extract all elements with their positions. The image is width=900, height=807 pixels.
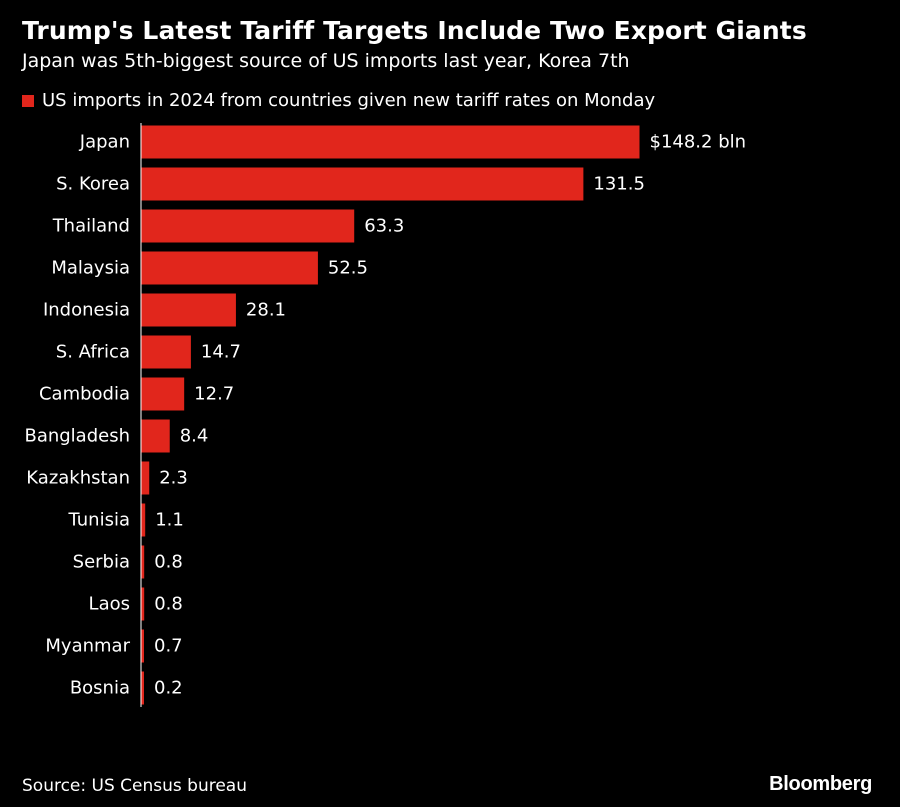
value-label-bosnia: 0.2 <box>154 678 183 699</box>
value-label-tunisia: 1.1 <box>155 510 184 531</box>
legend: US imports in 2024 from countries given … <box>22 90 655 111</box>
chart-title: Trump's Latest Tariff Targets Include Tw… <box>22 16 807 45</box>
bloomberg-logo: Bloomberg <box>769 773 872 795</box>
bar-bosnia <box>141 671 144 705</box>
bar-indonesia <box>141 293 236 327</box>
legend-label: US imports in 2024 from countries given … <box>42 90 656 111</box>
bar-kazakhstan <box>141 461 150 495</box>
value-label-s-africa: 14.7 <box>201 342 241 363</box>
bar-serbia <box>141 545 145 579</box>
value-label-myanmar: 0.7 <box>154 636 183 657</box>
category-label-serbia: Serbia <box>73 552 130 573</box>
category-label-bangladesh: Bangladesh <box>24 426 130 447</box>
value-label-bangladesh: 8.4 <box>180 426 209 447</box>
bar-bangladesh <box>141 419 170 453</box>
bar-laos <box>141 587 145 621</box>
bar-japan <box>141 125 640 159</box>
bar-tunisia <box>141 503 146 537</box>
category-label-malaysia: Malaysia <box>51 258 130 279</box>
chart-subtitle: Japan was 5th-biggest source of US impor… <box>22 50 630 72</box>
value-label-kazakhstan: 2.3 <box>159 468 188 489</box>
value-label-thailand: 63.3 <box>364 216 404 237</box>
bar-s-africa <box>141 335 191 369</box>
value-label-indonesia: 28.1 <box>246 300 286 321</box>
bar-s-korea <box>141 167 584 201</box>
category-label-japan: Japan <box>79 132 130 153</box>
bar-thailand <box>141 209 355 243</box>
category-label-laos: Laos <box>89 594 130 615</box>
category-label-thailand: Thailand <box>52 216 130 237</box>
category-label-tunisia: Tunisia <box>68 510 131 531</box>
legend-swatch <box>22 94 34 107</box>
category-label-myanmar: Myanmar <box>45 636 130 657</box>
value-label-serbia: 0.8 <box>154 552 183 573</box>
value-label-japan: $148.2 bln <box>650 132 747 153</box>
value-label-laos: 0.8 <box>154 594 183 615</box>
category-label-cambodia: Cambodia <box>39 384 130 405</box>
category-label-bosnia: Bosnia <box>70 678 130 699</box>
value-label-cambodia: 12.7 <box>194 384 234 405</box>
category-label-kazakhstan: Kazakhstan <box>26 468 130 489</box>
category-label-s-korea: S. Korea <box>56 174 130 195</box>
value-label-malaysia: 52.5 <box>328 258 368 279</box>
value-label-s-korea: 131.5 <box>593 174 645 195</box>
bar-cambodia <box>141 377 185 411</box>
source-note: Source: US Census bureau <box>22 776 247 796</box>
category-label-indonesia: Indonesia <box>43 300 130 321</box>
bar-myanmar <box>141 629 144 663</box>
category-label-s-africa: S. Africa <box>56 342 130 363</box>
bar-malaysia <box>141 251 318 285</box>
